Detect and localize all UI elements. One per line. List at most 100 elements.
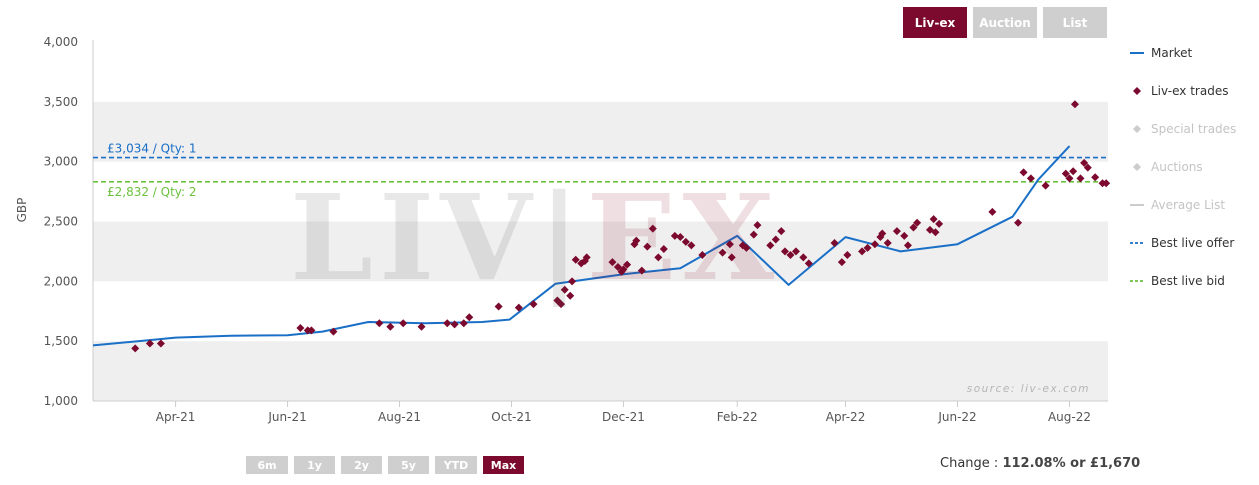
trade-point[interactable] bbox=[560, 285, 569, 294]
trade-point[interactable] bbox=[494, 302, 503, 311]
trade-point[interactable] bbox=[329, 327, 338, 336]
trade-point[interactable] bbox=[698, 251, 707, 260]
trade-point[interactable] bbox=[742, 243, 751, 252]
trade-point[interactable] bbox=[935, 219, 944, 228]
tab-list[interactable]: List bbox=[1043, 7, 1107, 38]
trade-point[interactable] bbox=[637, 266, 646, 275]
trade-point[interactable] bbox=[843, 251, 852, 260]
trade-point[interactable] bbox=[718, 248, 727, 257]
trade-point[interactable] bbox=[131, 344, 140, 353]
trade-point[interactable] bbox=[1026, 174, 1035, 183]
trade-point[interactable] bbox=[929, 215, 938, 224]
trade-point[interactable] bbox=[1019, 168, 1028, 177]
trade-point[interactable] bbox=[417, 322, 426, 331]
trade-point[interactable] bbox=[786, 251, 795, 260]
trade-point[interactable] bbox=[568, 277, 577, 286]
legend-item-label[interactable]: Best live offer bbox=[1151, 236, 1234, 250]
trade-point[interactable] bbox=[443, 319, 452, 328]
legend[interactable]: Market Liv-ex trades Special trades Auction… bbox=[1130, 46, 1236, 288]
trade-point[interactable] bbox=[799, 253, 808, 262]
trade-point[interactable] bbox=[643, 242, 652, 251]
trade-point[interactable] bbox=[670, 231, 679, 240]
range-button-ytd[interactable]: YTD bbox=[435, 456, 477, 474]
trade-point[interactable] bbox=[608, 258, 617, 267]
legend-item-label[interactable]: Liv-ex trades bbox=[1151, 84, 1228, 98]
trade-point[interactable] bbox=[1080, 158, 1089, 167]
trade-point[interactable] bbox=[1070, 100, 1079, 109]
trade-point[interactable] bbox=[913, 218, 922, 227]
trade-point[interactable] bbox=[648, 224, 657, 233]
trade-point[interactable] bbox=[883, 239, 892, 248]
trade-point[interactable] bbox=[1041, 181, 1050, 190]
trade-point[interactable] bbox=[753, 221, 762, 230]
trade-point[interactable] bbox=[654, 253, 663, 262]
legend-item-label[interactable]: Auctions bbox=[1151, 160, 1203, 174]
tab-liv-ex[interactable]: Liv-ex bbox=[903, 7, 967, 38]
trade-point[interactable] bbox=[566, 291, 575, 300]
trade-point[interactable] bbox=[727, 253, 736, 262]
trade-point[interactable] bbox=[1014, 218, 1023, 227]
range-button-1y[interactable]: 1y bbox=[294, 456, 335, 474]
range-button-6m[interactable]: 6m bbox=[246, 456, 288, 474]
trade-point[interactable] bbox=[725, 240, 734, 249]
liv-ex-trades-series[interactable] bbox=[131, 100, 1111, 353]
range-button-max[interactable]: Max bbox=[483, 456, 524, 474]
trade-point[interactable] bbox=[1076, 174, 1085, 183]
trade-point[interactable] bbox=[903, 241, 912, 250]
legend-item-label[interactable]: Market bbox=[1151, 46, 1193, 60]
trade-point[interactable] bbox=[804, 259, 813, 268]
trade-point[interactable] bbox=[459, 319, 468, 328]
trade-point[interactable] bbox=[582, 253, 591, 262]
trade-point[interactable] bbox=[623, 260, 632, 269]
trade-point[interactable] bbox=[988, 207, 997, 216]
trade-point[interactable] bbox=[557, 300, 566, 309]
range-button-5y[interactable]: 5y bbox=[388, 456, 429, 474]
trade-point[interactable] bbox=[296, 324, 305, 333]
trade-point[interactable] bbox=[1102, 179, 1111, 188]
range-button-2y[interactable]: 2y bbox=[341, 456, 382, 474]
trade-point[interactable] bbox=[766, 241, 775, 250]
trade-point[interactable] bbox=[399, 319, 408, 328]
trade-point[interactable] bbox=[687, 241, 696, 250]
trade-point[interactable] bbox=[1091, 173, 1100, 182]
trade-point[interactable] bbox=[619, 265, 628, 274]
legend-item-label[interactable]: Average List bbox=[1151, 198, 1225, 212]
trade-point[interactable] bbox=[659, 245, 668, 254]
trade-point[interactable] bbox=[780, 247, 789, 256]
trade-point[interactable] bbox=[771, 235, 780, 244]
trade-point[interactable] bbox=[676, 233, 685, 242]
trade-point[interactable] bbox=[632, 236, 641, 245]
trade-point[interactable] bbox=[900, 231, 909, 240]
trade-point[interactable] bbox=[386, 322, 395, 331]
trade-point[interactable] bbox=[791, 247, 800, 256]
trade-point[interactable] bbox=[145, 339, 154, 348]
trade-point[interactable] bbox=[892, 227, 901, 236]
trade-point[interactable] bbox=[450, 320, 459, 329]
trade-point[interactable] bbox=[870, 240, 879, 249]
trade-point[interactable] bbox=[878, 229, 887, 238]
trade-point[interactable] bbox=[529, 300, 538, 309]
trade-point[interactable] bbox=[465, 313, 474, 322]
trade-point[interactable] bbox=[514, 303, 523, 312]
tab-auction[interactable]: Auction bbox=[973, 7, 1037, 38]
trade-point[interactable] bbox=[837, 258, 846, 267]
trade-point[interactable] bbox=[1065, 174, 1074, 183]
plot-bands bbox=[93, 101, 1108, 401]
legend-item-label[interactable]: Best live bid bbox=[1151, 274, 1225, 288]
trade-point[interactable] bbox=[307, 326, 316, 335]
trade-point[interactable] bbox=[156, 339, 165, 348]
trade-point[interactable] bbox=[375, 319, 384, 328]
trade-point[interactable] bbox=[749, 230, 758, 239]
trade-point[interactable] bbox=[858, 247, 867, 256]
trade-point[interactable] bbox=[1069, 167, 1078, 176]
legend-item-label[interactable]: Special trades bbox=[1151, 122, 1236, 136]
trade-point[interactable] bbox=[830, 239, 839, 248]
trade-point[interactable] bbox=[1061, 169, 1070, 178]
trade-point[interactable] bbox=[571, 255, 580, 264]
trade-point[interactable] bbox=[681, 237, 690, 246]
trade-point[interactable] bbox=[931, 228, 940, 237]
trade-point[interactable] bbox=[1083, 163, 1092, 172]
trade-point[interactable] bbox=[777, 227, 786, 236]
trade-point[interactable] bbox=[863, 243, 872, 252]
trade-point[interactable] bbox=[909, 223, 918, 232]
